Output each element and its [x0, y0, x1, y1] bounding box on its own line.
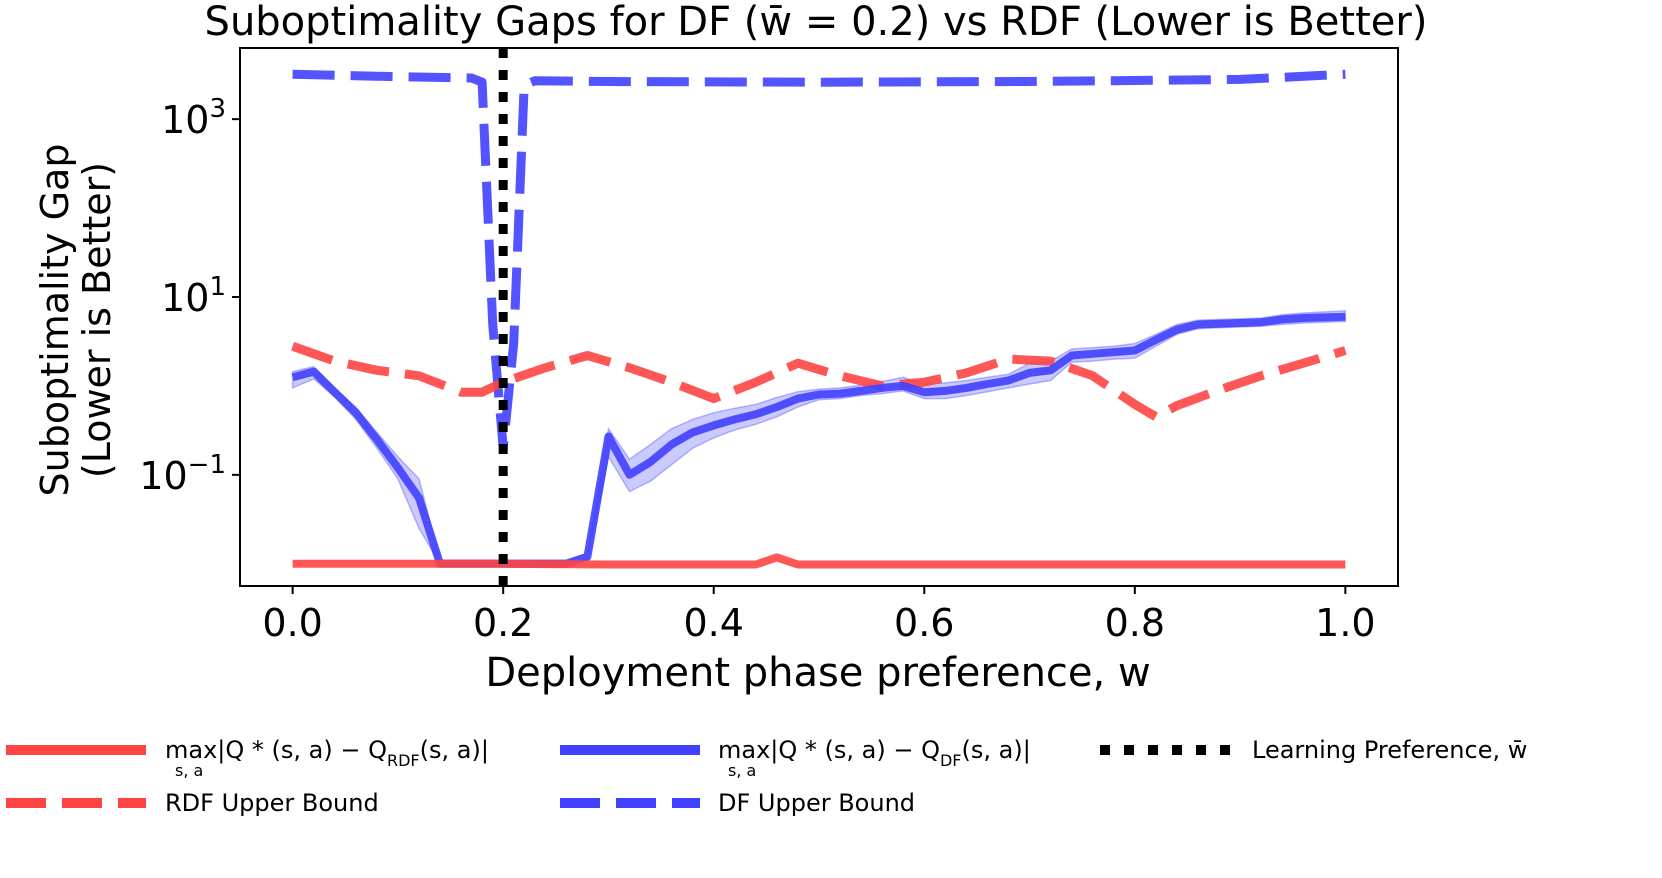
legend-entry-learning-preference: Learning Preference, w̄ [1100, 736, 1527, 764]
df-upper-bound-line [292, 69, 1346, 453]
y-tick-label: 103 [161, 94, 226, 142]
y-tick-label: 101 [161, 272, 226, 320]
legend-label-rdf-gap-subscript: s, a [175, 761, 203, 780]
legend-label-df-gap-subscript: s, a [728, 761, 756, 780]
y-axis-label-line1: Suboptimality Gap [33, 144, 77, 497]
chart-title: Suboptimality Gaps for DF (w̄ = 0.2) vs … [205, 0, 1428, 45]
legend-label-rdf-gap: max|Q * (s, a) − QRDF(s, a)| [165, 736, 489, 770]
y-axis-label-line2: (Lower is Better) [75, 162, 119, 478]
y-axis-label: Suboptimality Gap (Lower is Better) [33, 144, 119, 497]
legend-entry-rdf-gap: max|Q * (s, a) − QRDF(s, a)| s, a [6, 736, 489, 780]
x-tick-label: 0.8 [1105, 601, 1165, 645]
df-gap-line [291, 312, 1346, 568]
legend: max|Q * (s, a) − QRDF(s, a)| s, a max|Q … [6, 736, 1527, 817]
x-axis-label: Deployment phase preference, w [485, 650, 1150, 696]
rdf-upper-bound-line [291, 341, 1347, 422]
legend-label-learning-preference: Learning Preference, w̄ [1252, 736, 1527, 764]
legend-entry-df-upper-bound: DF Upper Bound [560, 789, 915, 817]
legend-label-rdf-upper-bound: RDF Upper Bound [165, 789, 379, 817]
rdf-gap-line [292, 553, 1346, 569]
x-tick-label: 0.2 [473, 601, 533, 645]
x-axis: 0.0 0.2 0.4 0.6 0.8 1.0 [262, 586, 1376, 645]
x-tick-label: 0.6 [894, 601, 954, 645]
legend-label-df-gap: max|Q * (s, a) − QDF(s, a)| [718, 736, 1031, 770]
df-gap-confidence-band [291, 310, 1347, 565]
plot-frame [239, 47, 1399, 587]
plot-area [291, 48, 1347, 586]
legend-entry-df-gap: max|Q * (s, a) − QDF(s, a)| s, a [560, 736, 1031, 780]
y-axis: 10−1 101 103 [139, 94, 240, 498]
legend-label-df-upper-bound: DF Upper Bound [718, 789, 915, 817]
legend-entry-rdf-upper-bound: RDF Upper Bound [6, 789, 379, 817]
x-tick-label: 1.0 [1315, 601, 1375, 645]
x-tick-label: 0.4 [684, 601, 744, 645]
y-tick-label: 10−1 [139, 450, 226, 498]
x-tick-label: 0.0 [262, 601, 322, 645]
